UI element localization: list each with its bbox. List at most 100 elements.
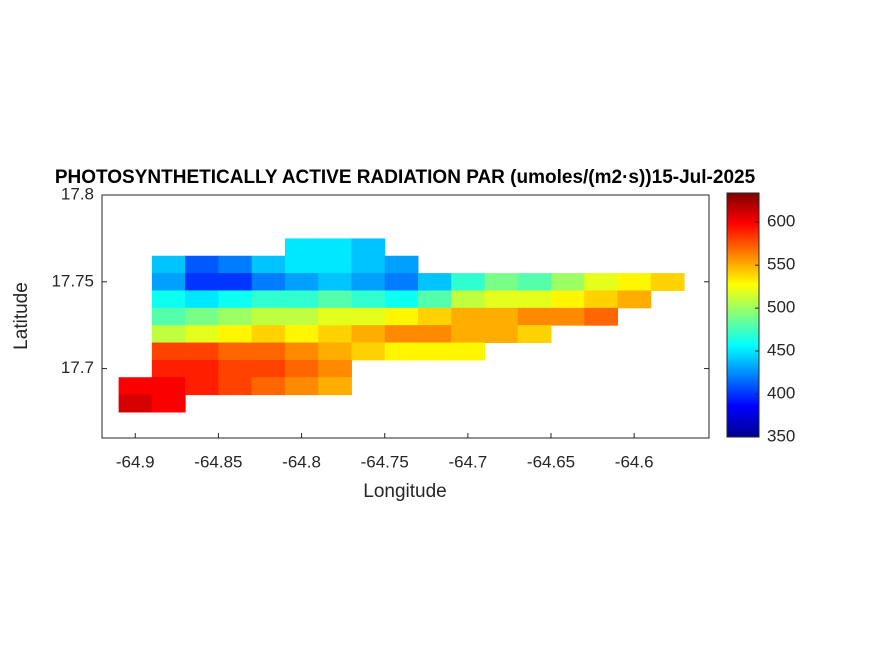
cell: [451, 342, 485, 361]
cell: [218, 325, 253, 344]
x-tick-label: -64.75: [361, 452, 409, 471]
colorbar-tick-label: 350: [767, 426, 795, 445]
cell: [451, 307, 485, 326]
cell: [451, 325, 485, 344]
x-axis-label: Longitude: [363, 481, 446, 502]
cell: [251, 377, 286, 396]
cell: [218, 273, 253, 291]
cell: [284, 325, 319, 344]
cell: [151, 342, 186, 361]
cell: [118, 394, 153, 413]
cell: [484, 273, 519, 291]
cell: [484, 290, 519, 309]
map-area: [118, 238, 685, 413]
cell: [351, 342, 386, 361]
y-tick-label: 17.8: [61, 184, 94, 203]
cell: [318, 307, 352, 326]
cell: [251, 342, 286, 361]
colorbar-tick-label: 450: [767, 341, 795, 360]
cell: [218, 359, 253, 378]
cell: [551, 290, 585, 309]
cell: [185, 290, 219, 309]
cell: [384, 273, 419, 291]
colorbar-tick-label: 500: [767, 298, 795, 317]
cell: [151, 325, 186, 344]
cell: [318, 290, 352, 309]
cell: [284, 359, 319, 378]
cell: [318, 273, 352, 291]
cell: [517, 273, 552, 291]
cell: [484, 307, 519, 326]
cell: [284, 273, 319, 291]
chart-title: PHOTOSYNTHETICALLY ACTIVE RADIATION PAR …: [55, 167, 756, 188]
cell: [384, 290, 419, 309]
cell: [185, 325, 219, 344]
cell: [351, 273, 386, 291]
cell: [218, 307, 253, 326]
cell: [218, 342, 253, 361]
cell: [617, 273, 652, 291]
cell: [351, 238, 386, 257]
cell: [251, 307, 286, 326]
cell: [650, 273, 685, 291]
cell: [384, 342, 419, 361]
cell: [284, 342, 319, 361]
cell: [185, 342, 219, 361]
cell: [351, 290, 386, 309]
cell: [584, 290, 619, 309]
colorbar-tick-label: 400: [767, 384, 795, 403]
y-tick-label: 17.7: [61, 358, 94, 377]
cell: [417, 342, 452, 361]
cell: [284, 307, 319, 326]
cell: [318, 377, 352, 396]
cell: [451, 290, 485, 309]
axes-box: [101, 194, 710, 439]
cell: [451, 273, 485, 291]
x-tick-label: -64.85: [194, 452, 242, 471]
cell: [517, 307, 552, 326]
cell: [517, 325, 552, 344]
colorbar-tick-label: 600: [767, 212, 795, 231]
cell: [151, 273, 186, 291]
colorbar: [726, 192, 760, 438]
cell: [417, 307, 452, 326]
cell: [218, 255, 253, 274]
cell: [551, 307, 585, 326]
cell: [318, 238, 352, 257]
cell: [417, 273, 452, 291]
cell: [617, 290, 652, 309]
cell: [351, 255, 386, 274]
cell: [151, 307, 186, 326]
cell: [484, 325, 519, 344]
colorbar-tick-label: 550: [767, 255, 795, 274]
cell: [384, 255, 419, 274]
y-tick-label: 17.75: [51, 271, 94, 290]
cell: [185, 307, 219, 326]
cell: [517, 290, 552, 309]
cell: [218, 377, 253, 396]
cell: [251, 290, 286, 309]
cell: [417, 290, 452, 309]
cell: [118, 377, 153, 396]
cell: [284, 238, 319, 257]
cell: [185, 255, 219, 274]
cell: [151, 394, 186, 413]
x-tick-label: -64.9: [116, 452, 155, 471]
cell: [185, 273, 219, 291]
x-tick-label: -64.6: [615, 452, 654, 471]
cell: [584, 307, 619, 326]
cell: [351, 307, 386, 326]
cell: [251, 325, 286, 344]
y-axis-label: Latitude: [11, 282, 32, 350]
x-tick-label: -64.65: [527, 452, 575, 471]
cell: [284, 255, 319, 274]
cell: [284, 290, 319, 309]
cell: [551, 273, 585, 291]
cell: [384, 307, 419, 326]
cell: [218, 290, 253, 309]
cell: [384, 325, 419, 344]
cell: [318, 325, 352, 344]
cell: [251, 359, 286, 378]
cell: [151, 377, 186, 396]
